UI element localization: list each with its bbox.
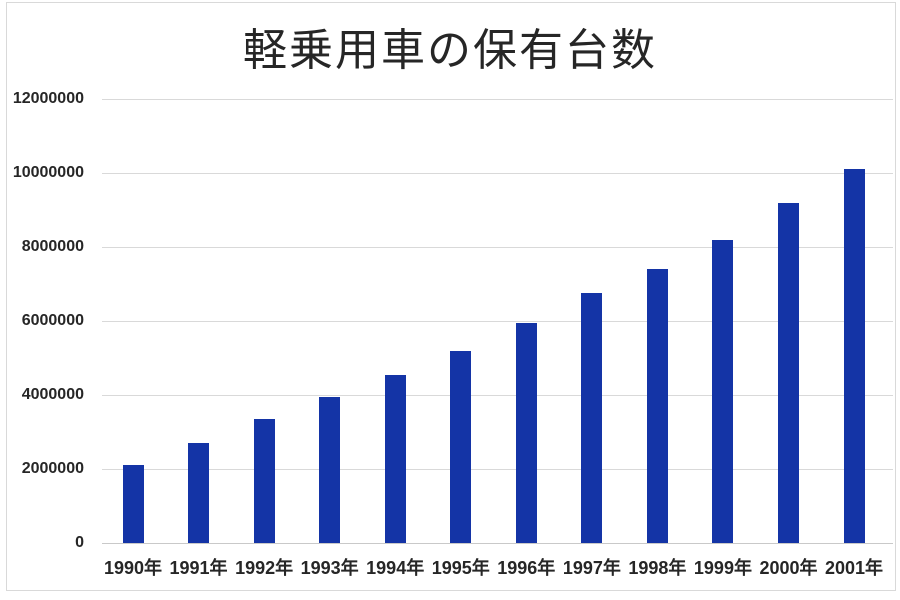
x-tick-label: 1995年 (431, 558, 490, 578)
bar (778, 202, 799, 543)
bar (581, 293, 603, 543)
y-tick-label: 12000000 (12, 90, 84, 107)
plot-area (102, 99, 893, 544)
gridline (102, 99, 893, 100)
bar (646, 269, 668, 543)
x-axis-line (102, 543, 893, 544)
bar (319, 396, 341, 543)
bar (188, 443, 210, 543)
x-tick-label: 1994年 (366, 558, 425, 578)
bar (253, 419, 275, 543)
x-tick-label: 1999年 (693, 558, 752, 578)
y-tick-label: 10000000 (12, 164, 84, 181)
chart-title: 軽乗用車の保有台数 (243, 26, 657, 75)
x-tick-label: 1990年 (103, 558, 163, 578)
x-tick-label: 1991年 (169, 558, 228, 578)
y-tick-label: 2000000 (21, 460, 84, 477)
bar (450, 350, 472, 543)
bar (712, 239, 734, 543)
bar (384, 374, 406, 543)
x-tick-label: 1997年 (562, 558, 621, 578)
bar (122, 465, 144, 543)
gridline (102, 469, 893, 470)
gridline (102, 173, 893, 174)
bar (515, 322, 537, 543)
y-tick-label: 8000000 (21, 238, 84, 255)
x-tick-label: 1996年 (497, 558, 556, 578)
y-tick-label: 4000000 (21, 386, 84, 403)
x-tick-label: 1993年 (300, 558, 359, 578)
x-tick-label: 2001年 (825, 558, 884, 578)
y-tick-label: 6000000 (21, 312, 84, 329)
x-tick-label: 2000年 (759, 558, 818, 578)
gridline (102, 395, 893, 396)
x-tick-label: 1998年 (628, 558, 687, 578)
x-tick-label: 1992年 (235, 558, 294, 578)
y-tick-label: 0 (75, 534, 84, 551)
gridline (102, 247, 893, 248)
bar (843, 169, 865, 543)
gridline (102, 321, 893, 322)
